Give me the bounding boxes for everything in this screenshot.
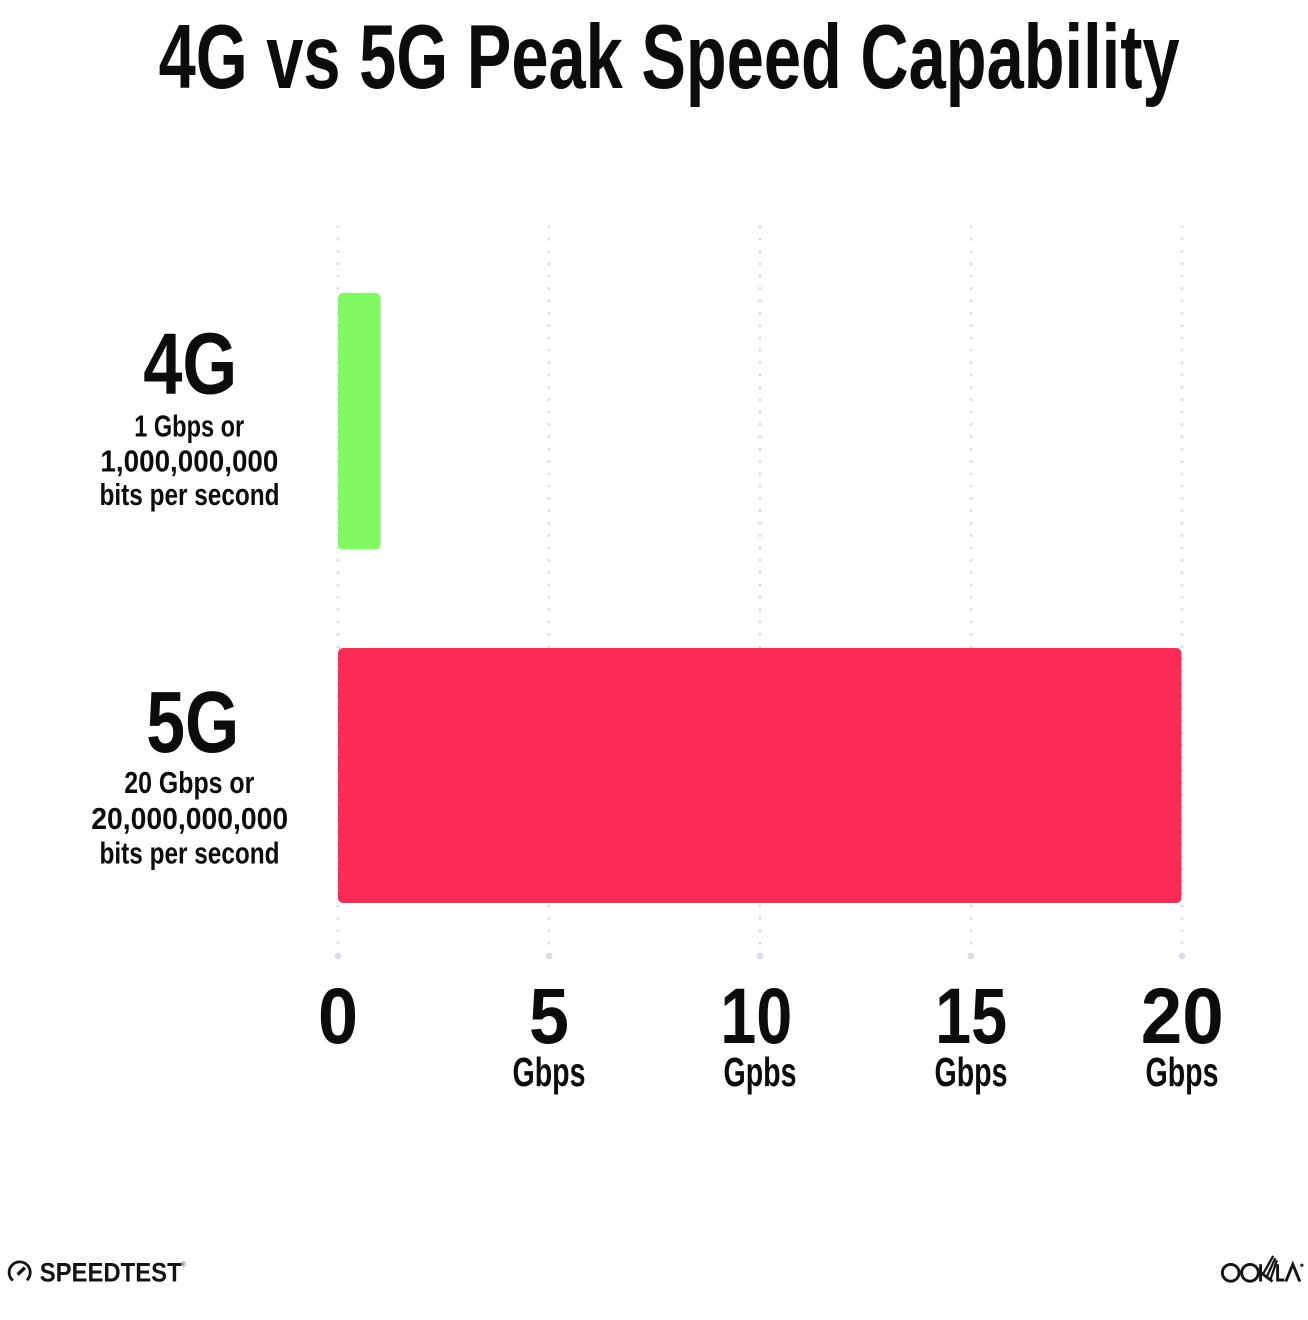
svg-text:5: 5 bbox=[529, 971, 569, 1060]
svg-text:bits per second: bits per second bbox=[100, 836, 280, 871]
svg-text:®: ® bbox=[181, 1261, 186, 1269]
svg-text:SPEEDTEST: SPEEDTEST bbox=[40, 1258, 182, 1288]
svg-text:20 Gbps or: 20 Gbps or bbox=[124, 765, 254, 800]
svg-text:1,000,000,000: 1,000,000,000 bbox=[100, 444, 278, 479]
svg-text:Gpbs: Gpbs bbox=[724, 1049, 797, 1095]
svg-text:5G: 5G bbox=[146, 674, 239, 771]
svg-text:0: 0 bbox=[318, 971, 358, 1060]
svg-text:Gbps: Gbps bbox=[935, 1049, 1008, 1095]
svg-text:1 Gbps or: 1 Gbps or bbox=[134, 409, 244, 444]
svg-text:Gbps: Gbps bbox=[1146, 1049, 1219, 1095]
svg-text:Gbps: Gbps bbox=[513, 1049, 586, 1095]
svg-text:4G: 4G bbox=[143, 316, 237, 413]
svg-text:10: 10 bbox=[720, 971, 792, 1060]
svg-text:20: 20 bbox=[1141, 971, 1224, 1060]
svg-text:15: 15 bbox=[935, 971, 1007, 1060]
svg-text:20,000,000,000: 20,000,000,000 bbox=[91, 801, 288, 836]
svg-text:bits per second: bits per second bbox=[100, 477, 280, 512]
svg-text:4G vs 5G Peak Speed Capability: 4G vs 5G Peak Speed Capability bbox=[159, 7, 1180, 108]
